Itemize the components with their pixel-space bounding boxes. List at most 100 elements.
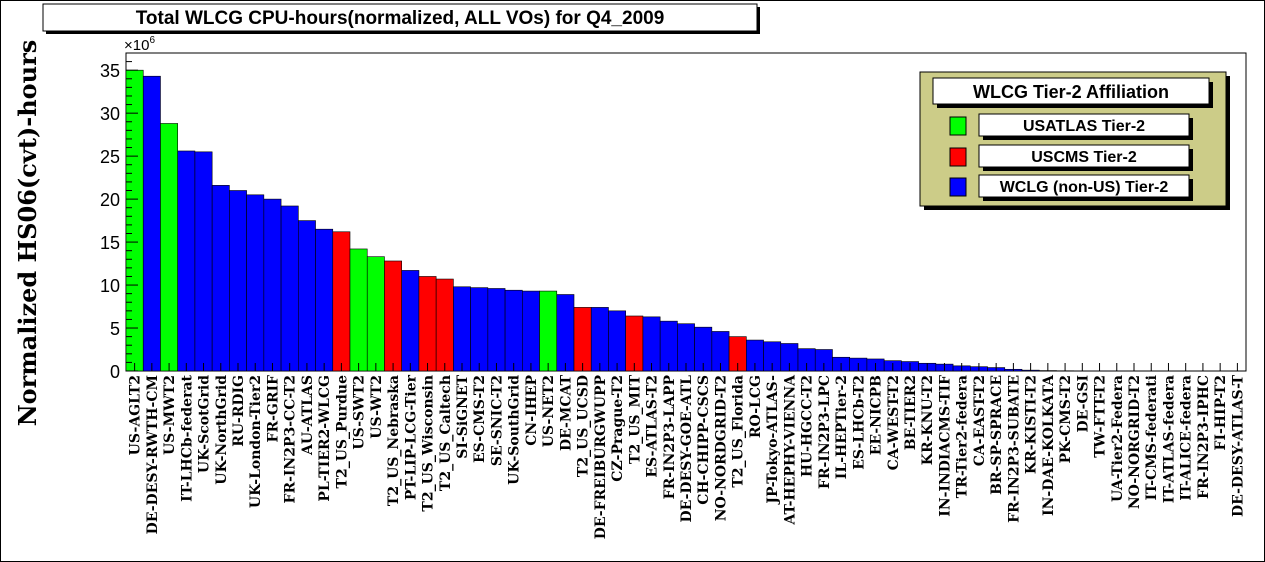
x-tick-label: UA-Tier2-Federa [1110, 375, 1126, 502]
y-axis-exponent: ×106 [124, 35, 155, 54]
y-axis-exponent-power: 6 [149, 35, 155, 46]
x-tick-label: CN-IHEP [524, 375, 540, 446]
bar-T2_US_MIT [625, 315, 644, 372]
legend-title: WLCG Tier-2 Affiliation [973, 82, 1169, 102]
bar-UK-ScotGrid [194, 151, 213, 372]
legend-swatch-1 [949, 147, 967, 167]
x-tick-label: US-WT2 [369, 375, 385, 439]
x-tick-label: AT-HEPHY-VIENNA [782, 374, 798, 526]
x-tick-label: US-AGLT2 [128, 375, 144, 455]
x-tick-label: EE-NICPB [869, 375, 885, 455]
x-tick-label: BE-TIER2 [903, 375, 919, 450]
y-tick-label-0: 0 [110, 362, 120, 382]
x-tick-label: T2_US_Wisconsin [421, 375, 437, 512]
x-tick-label: IN-DAE-KOLKATA [1041, 374, 1057, 516]
x-tick-label: IN-INDIACMS-TIF [937, 375, 953, 517]
bar-ES-CMS-T2 [470, 287, 489, 372]
bar-T2_US_Wisconsin [418, 276, 437, 372]
bar-US-NET2 [539, 290, 558, 372]
bar-SI-SiGNET [453, 286, 471, 372]
x-tick-label: UK-London-Tier2 [248, 375, 264, 508]
bar-PT-LIP-LCG-Tier [401, 270, 420, 372]
bar-T2_US_Purdue [332, 231, 351, 372]
x-tick-label: RU-RDIG [231, 375, 247, 447]
x-tick-label: SE-SNIC-T2 [489, 375, 505, 466]
x-tick-label: DE-DESY-GOE-ATL [679, 375, 695, 523]
y-tick-label-35: 35 [100, 61, 120, 81]
bar-T2_US_Nebraska [384, 260, 402, 372]
x-tick-label: TW-FTT-T2 [1093, 375, 1109, 458]
x-tick-label: CA-EAST-T2 [972, 375, 988, 466]
legend-entry-2: WCLG (non-US) Tier-2 [1000, 179, 1169, 196]
x-tick-label: KR-KNU-T2 [920, 375, 936, 465]
bar-DE-MCAT [556, 294, 575, 372]
x-tick-label: UK-NorthGrid [214, 375, 230, 485]
x-tick-label: PL-TIER2-WLCG [317, 375, 333, 502]
x-tick-label: CH-CHIPP-CSCS [696, 375, 712, 505]
bar-T2_US_UCSD [573, 307, 592, 372]
x-tick-label: PT-LIP-LCG-Tier [403, 374, 419, 500]
x-tick-label: T2_US_Florida [731, 375, 747, 488]
x-tick-label: US-NET2 [541, 375, 557, 447]
y-tick-label-10: 10 [100, 276, 120, 296]
x-tick-label: PK-CMS-T2 [1058, 375, 1074, 463]
bar-DE-FREIBURGWUPP [590, 307, 609, 372]
x-tick-label: CZ-Prague-T2 [610, 375, 626, 482]
y-axis-exponent-base: ×10 [124, 37, 149, 54]
y-tick-label-25: 25 [100, 147, 120, 167]
x-tick-label: JP-Tokyo-ATLAS- [765, 375, 781, 506]
x-tick-label: T2_US_Caltech [438, 375, 454, 491]
bar-UK-SouthGrid [504, 289, 523, 372]
y-tick-label-5: 5 [110, 319, 120, 339]
y-axis: 0 5 10 15 20 25 30 35 [100, 52, 138, 382]
x-tick-label: FR-IN2P3-LAPP [662, 375, 678, 500]
legend-swatch-0 [949, 116, 967, 136]
x-tick-label: ES-LHCb-T2 [851, 375, 867, 470]
x-tick-label: DE-DESY-RWTH-CM [145, 375, 161, 534]
x-tick-label: T2_US_Nebraska [386, 375, 402, 506]
x-tick-label: T2_US_Purdue [334, 375, 350, 489]
chart-title: Total WLCG CPU-hours(normalized, ALL VOs… [136, 8, 665, 29]
x-tick-label: DE-DESY-ATLAS-T [1230, 374, 1246, 517]
y-tick-label-20: 20 [100, 190, 120, 210]
bar-DE-DESY-RWTH-CM [142, 75, 161, 372]
x-tick-label: IT-ALICE-federa [1179, 375, 1195, 501]
bar-US-SWT2 [349, 248, 368, 372]
x-tick-label: NO-NORGRID-T2 [1127, 375, 1143, 509]
x-tick-label: DE-MCAT [558, 374, 574, 451]
bar-IT-LHCb-federat [177, 150, 196, 372]
x-tick-label: BR-SP-SPRACE [989, 375, 1005, 495]
x-tick-label: UK-SouthGrid [507, 375, 523, 485]
x-tick-label: ES-CMS-T2 [472, 375, 488, 463]
bar-US-WT2 [366, 256, 385, 372]
legend-swatch-2 [949, 177, 967, 197]
legend-entry-0: USATLAS Tier-2 [1023, 118, 1145, 135]
x-tick-label: UK-ScotGrid [197, 375, 213, 473]
x-axis: US-AGLT2 DE-DESY-RWTH-CM US-MWT2 IT-LHCb-fe… [128, 363, 1246, 540]
bar-SE-SNIC-T2 [487, 288, 506, 372]
x-tick-label: FR-GRIF [265, 375, 281, 443]
bar-AU-ATLAS [298, 220, 316, 372]
bar-T2_US_Caltech [435, 278, 454, 372]
x-tick-label: TR-Tier2-federa [955, 375, 971, 498]
y-axis-label: Normalized HS06(cvt)-hours [13, 40, 42, 427]
x-tick-label: T2_US_MIT [627, 374, 643, 464]
x-tick-label: NO-NORDGRID-T2 [713, 375, 729, 521]
x-tick-label: DE-FREIBURGWUPP [593, 375, 609, 540]
x-tick-label: ES-ATLAS-T2 [645, 375, 661, 478]
x-tick-label: IT-CMS-federati [1144, 375, 1160, 500]
bar-PL-TIER2-WLCG [315, 228, 334, 372]
x-tick-label: US-MWT2 [162, 375, 178, 455]
bar-CN-IHEP [522, 290, 540, 372]
x-tick-label: US-SWT2 [352, 375, 368, 450]
x-tick-label: SI-SiGNET [455, 374, 471, 458]
title-box: Total WLCG CPU-hours(normalized, ALL VOs… [42, 3, 760, 34]
x-tick-label: HU-HGCC-T2 [800, 375, 816, 477]
x-tick-label: DE-GSI [1075, 375, 1091, 433]
x-tick-label: AU-ATLAS [300, 375, 316, 456]
bar-FR-IN2P3-CC-T2 [280, 205, 299, 372]
bar-ES-ATLAS-T2 [642, 316, 661, 372]
x-tick-label: KR-KISTI-T2 [1024, 375, 1040, 474]
x-tick-label: RO-LCG [748, 375, 764, 438]
